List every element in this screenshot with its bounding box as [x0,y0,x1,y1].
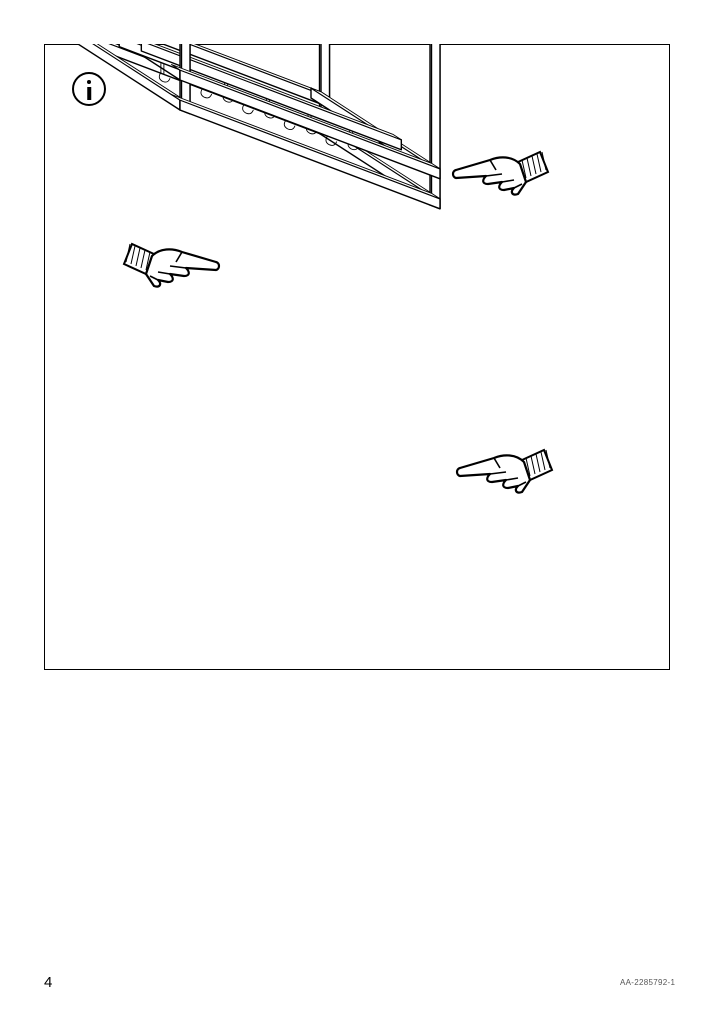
document-id: AA-2285792-1 [620,978,675,987]
pointing-hand-icon [124,244,219,287]
pointing-hand-icon [453,152,548,195]
pointing-hand-icon [457,450,552,493]
page-number: 4 [44,974,52,991]
instruction-page: 4 AA-2285792-1 [0,0,714,1012]
shelving-diagram [44,44,670,670]
